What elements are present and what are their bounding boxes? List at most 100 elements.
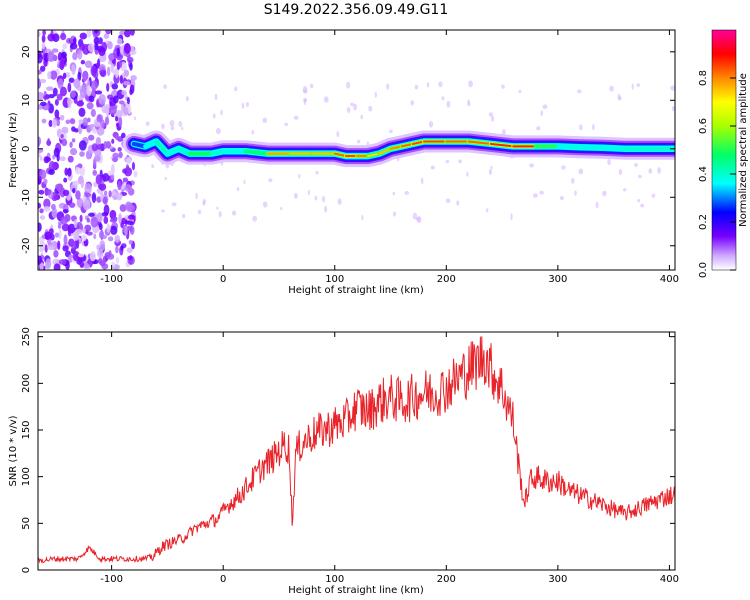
speckle <box>170 125 175 131</box>
noise-blob <box>130 30 135 36</box>
noise-blob <box>90 108 96 118</box>
noise-blob <box>73 231 80 241</box>
noise-blob <box>95 136 102 147</box>
noise-blob <box>86 30 92 38</box>
x-tick-label: 100 <box>325 574 344 585</box>
noise-blob <box>125 164 130 173</box>
noise-blob <box>68 238 75 247</box>
noise-blob <box>41 234 46 239</box>
noise-blob <box>60 51 67 59</box>
speckle <box>389 129 393 134</box>
speckle <box>251 129 254 135</box>
colorbar-tick-label: 0.8 <box>698 70 709 86</box>
speckle <box>360 114 364 120</box>
noise-blob <box>111 138 115 144</box>
speckle <box>133 170 138 178</box>
noise-blob <box>70 42 78 50</box>
noise-blob <box>39 101 47 106</box>
ridge-segment <box>243 149 270 156</box>
noise-blob <box>107 170 115 176</box>
noise-blob <box>117 147 122 152</box>
noise-blob <box>107 236 114 242</box>
noise-blob <box>67 227 72 237</box>
y-tick-label: 50 <box>21 517 32 530</box>
noise-blob <box>38 148 44 154</box>
noise-blob <box>52 87 58 97</box>
speckle <box>622 188 627 192</box>
noise-blob <box>48 168 55 175</box>
speckle <box>185 96 189 102</box>
noise-blob <box>103 141 108 150</box>
noise-blob <box>77 49 83 60</box>
speckle <box>445 198 451 203</box>
spectrogram-y-ticks: -20 -10 0 10 20 <box>21 45 675 254</box>
speckle <box>350 102 354 107</box>
speckle <box>466 171 469 177</box>
speckle <box>414 84 419 90</box>
noise-blob <box>99 260 106 267</box>
noise-blob <box>115 256 120 264</box>
x-tick-label: 200 <box>437 574 456 585</box>
noise-blob <box>107 60 113 65</box>
noise-blob <box>72 52 78 61</box>
noise-blob <box>61 223 70 232</box>
x-tick-label: 100 <box>325 274 344 285</box>
colorbar-gradient <box>711 29 737 271</box>
noise-blob <box>120 245 124 251</box>
noise-blob <box>127 204 136 212</box>
noise-blob <box>113 95 119 104</box>
speckle <box>202 198 206 205</box>
noise-blob <box>116 47 120 57</box>
noise-blob <box>106 41 113 50</box>
noise-blob <box>99 69 107 78</box>
speckle <box>501 128 506 136</box>
noise-blob <box>68 77 75 83</box>
speckle <box>151 164 155 169</box>
speckle <box>578 168 584 175</box>
speckle <box>518 90 522 94</box>
speckle <box>337 198 342 205</box>
noise-blob <box>58 259 67 265</box>
noise-blob <box>126 225 132 231</box>
noise-blob <box>84 183 92 195</box>
noise-blob <box>53 147 60 158</box>
noise-blob <box>92 126 97 134</box>
noise-blob <box>116 38 123 45</box>
speckle <box>195 192 198 200</box>
speckle <box>392 211 397 217</box>
noise-blob <box>98 230 105 239</box>
noise-blob <box>115 110 123 118</box>
ridge-segment <box>555 144 583 150</box>
speckle <box>182 213 186 219</box>
noise-blob <box>88 95 95 103</box>
speckle <box>374 91 377 98</box>
noise-blob <box>52 258 60 266</box>
speckle <box>323 96 329 103</box>
noise-blob <box>63 234 68 246</box>
ridge-segment <box>176 146 192 156</box>
y-tick-label: -20 <box>21 238 32 254</box>
noise-blob <box>38 189 45 195</box>
noise-blob <box>77 253 85 258</box>
noise-blob <box>62 245 69 252</box>
speckle <box>657 167 661 174</box>
x-tick-label: 0 <box>220 274 226 285</box>
noise-blob <box>72 250 80 262</box>
speckle <box>309 83 314 89</box>
noise-blob <box>46 86 54 91</box>
noise-blob <box>86 102 94 110</box>
noise-blob <box>38 136 42 146</box>
speckle <box>324 205 328 213</box>
noise-blob <box>41 42 46 50</box>
speckle <box>618 169 623 175</box>
y-tick-label: 20 <box>21 45 32 58</box>
speckle <box>293 115 299 120</box>
speckle <box>218 210 222 218</box>
noise-blob <box>108 105 117 115</box>
snr-x-ticks: -100 0 100 200 300 400 <box>100 332 679 585</box>
snr-panel: -100 0 100 200 300 400 0 50 100 150 200 250 Height… <box>8 327 679 596</box>
noise-blob <box>81 234 87 242</box>
speckle <box>169 119 175 127</box>
